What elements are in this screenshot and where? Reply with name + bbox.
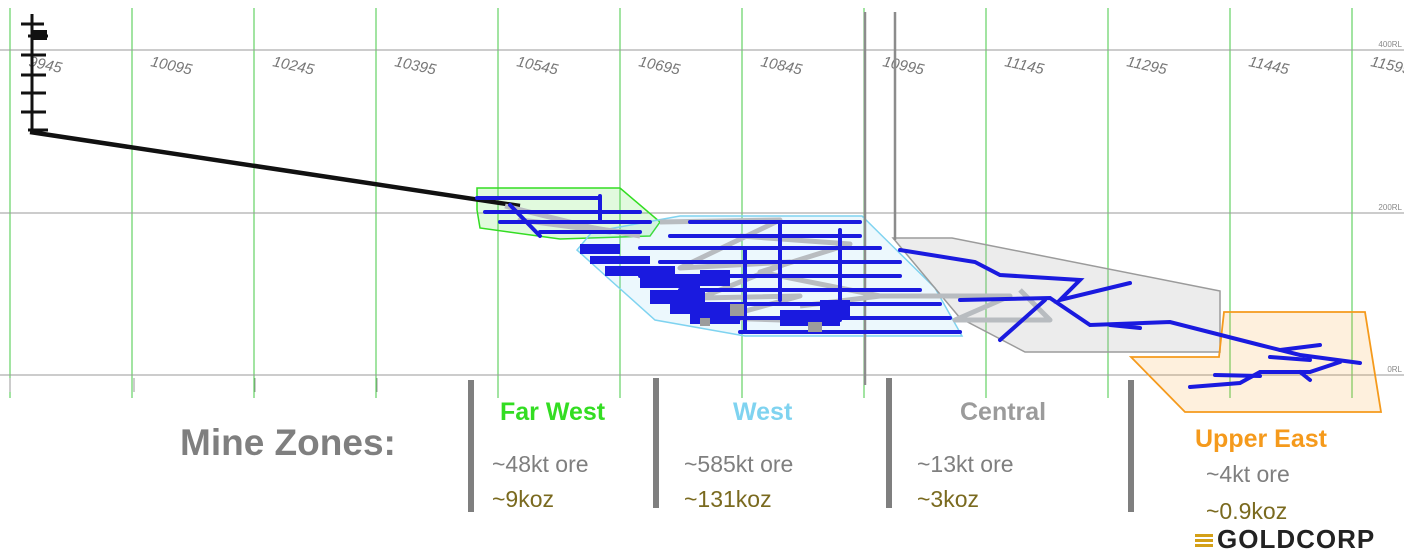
zone-ore-central: ~13kt ore [917,451,1014,477]
easting-label: 10245 [271,53,316,78]
zone-name-west: West [733,398,793,426]
zone-name-upper-east: Upper East [1195,425,1327,453]
zone-gold-upper-east: ~0.9koz [1206,498,1288,524]
level-label: 200RL [1378,203,1402,212]
portal-shaft-icon [21,14,48,132]
zone-separator [468,380,474,512]
zone-separator [653,378,659,508]
stope-blocks-grey [700,304,822,332]
zone-separator [1128,380,1134,512]
easting-label: 10995 [881,53,926,78]
easting-label: 10545 [515,53,560,78]
zone-ore-upper-east: ~4kt ore [1206,461,1290,487]
level-label: 400RL [1378,40,1402,49]
zone-name-far-west: Far West [500,398,606,426]
zone-gold-far-west: ~9koz [492,486,555,512]
axis-ticks [9,378,378,392]
zone-separator [886,378,892,508]
level-label: 0RL [1387,365,1402,374]
zone-gold-central: ~3koz [917,486,980,512]
zone-ore-west: ~585kt ore [684,451,794,477]
easting-label: 11445 [1247,53,1291,78]
main-access-decline [29,129,521,209]
easting-label: 11295 [1125,53,1169,78]
zone-gold-west: ~131koz [684,486,772,512]
easting-labels: 9945 10095 10245 10395 10545 10695 10845 10995 1… [27,53,1404,78]
goldcorp-logo-text: GOLDCORP [1217,524,1376,554]
easting-label: 9945 [27,53,64,77]
easting-label: 10395 [393,53,438,78]
easting-label: 11595 [1369,53,1404,78]
goldcorp-logo: GOLDCORP [1195,524,1375,555]
legend-title: Mine Zones: [180,422,396,463]
easting-label: 10095 [149,53,194,78]
easting-label: 11145 [1003,53,1046,78]
stope-blocks [580,244,850,326]
easting-label: 10695 [637,53,682,78]
level-labels: 400RL 200RL 0RL [1378,40,1402,374]
goldcorp-logo-icon [1195,534,1213,549]
development-drives [475,194,1362,389]
level-gridlines [0,49,1404,376]
zone-ore-far-west: ~48kt ore [492,451,589,477]
easting-label: 10845 [759,53,804,78]
zone-name-central: Central [960,398,1047,426]
